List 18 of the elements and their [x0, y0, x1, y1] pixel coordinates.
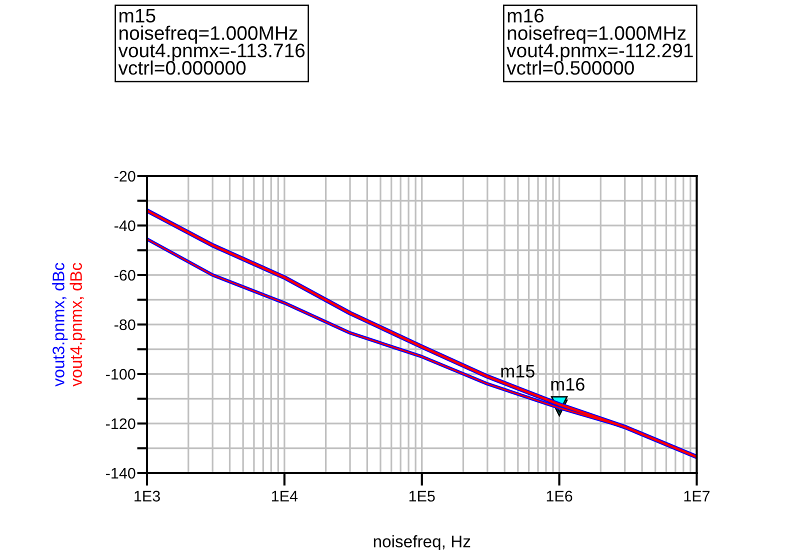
x-tick-label: 1E4 — [272, 490, 298, 502]
x-tick-label: 1E5 — [409, 490, 435, 502]
annotation: m16 — [551, 378, 584, 391]
y-tick-label: -120 — [106, 418, 136, 430]
y-tick-label: -60 — [114, 270, 136, 281]
x-tick-label: 1E6 — [546, 490, 572, 502]
text: vout4.pnmx, dBc — [70, 262, 86, 387]
text: m16 noisefreq=1.000MHz vout4.pnmx=-112.291 vctrl=0.500000 — [506, 8, 693, 75]
y-tick-label: -100 — [106, 368, 136, 380]
annotation: m15 — [501, 364, 534, 378]
text: vout3.pnmx, dBc — [52, 262, 68, 387]
y-tick-label: -40 — [114, 220, 136, 232]
x-tick-label: 1E3 — [134, 490, 160, 502]
text: m15 noisefreq=1.000MHz vout4.pnmx=-113.716 vctrl=0.000000 — [118, 8, 305, 75]
x-tick-label: 1E7 — [684, 490, 710, 502]
y-tick-label: -80 — [114, 319, 136, 330]
y-tick-label: -20 — [114, 170, 136, 182]
y-tick-label: -140 — [106, 468, 136, 479]
